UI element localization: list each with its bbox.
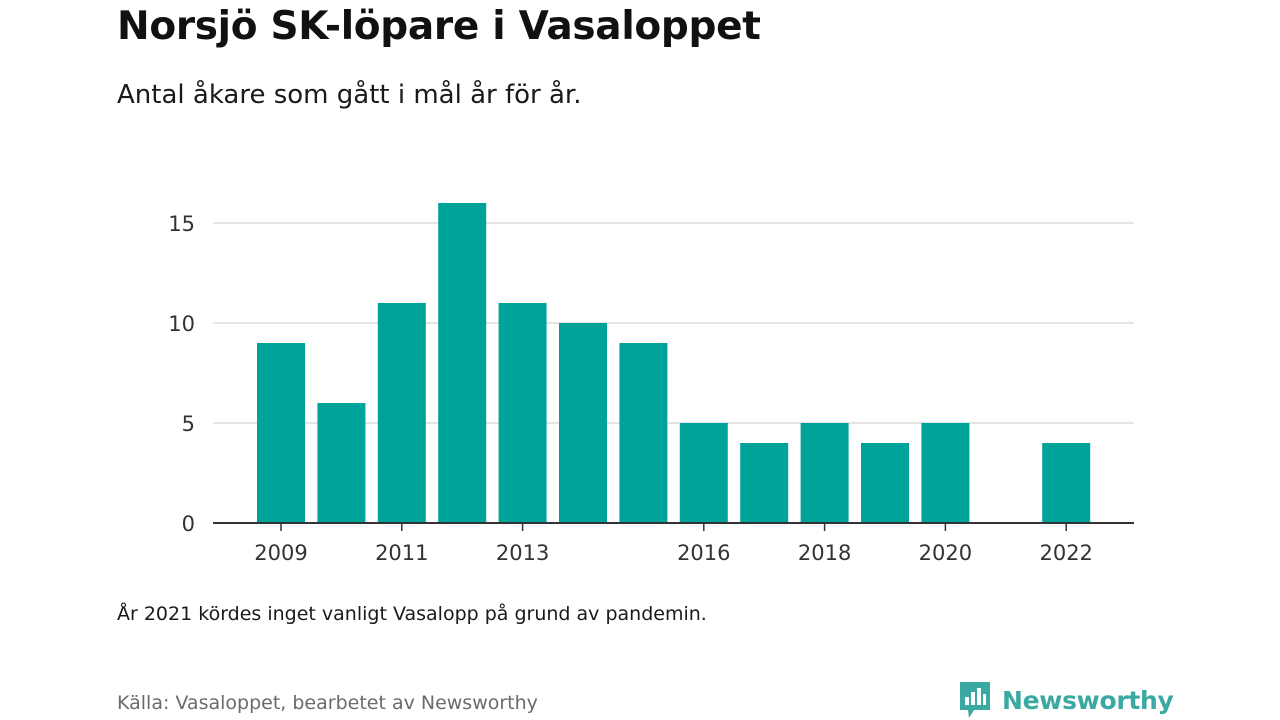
bar-2010 (317, 403, 366, 523)
newsworthy-logo-icon (960, 682, 990, 718)
brand-name: Newsworthy (1002, 685, 1174, 715)
bar-2013 (498, 303, 547, 523)
bar-2018 (800, 423, 849, 523)
bar-2009 (257, 343, 305, 523)
y-tick-label: 5 (182, 412, 195, 436)
footnote: År 2021 kördes inget vanligt Vasalopp på… (117, 603, 707, 625)
bar-2019 (861, 443, 909, 523)
x-tick-label: 2020 (919, 541, 972, 565)
bar-2022 (1042, 443, 1091, 523)
chart-subtitle: Antal åkare som gått i mål år för år. (117, 80, 582, 110)
bar-2017 (740, 443, 789, 523)
bar-2015 (619, 343, 668, 523)
bar-2020 (921, 423, 970, 523)
newsworthy-logo: Newsworthy (958, 680, 1174, 720)
y-tick-label: 15 (168, 212, 195, 236)
source-text: Källa: Vasaloppet, bearbetet av Newswort… (117, 692, 538, 714)
x-tick-label: 2011 (375, 541, 428, 565)
x-tick-label: 2009 (254, 541, 307, 565)
bars (257, 203, 1091, 523)
chart-title: Norsjö SK-löpare i Vasaloppet (117, 4, 761, 49)
y-tick-label: 0 (182, 512, 195, 536)
x-tick-label: 2022 (1039, 541, 1092, 565)
bar-2012 (438, 203, 487, 523)
bar-2014 (559, 323, 607, 523)
y-tick-label: 10 (168, 312, 195, 336)
x-tick-label: 2013 (496, 541, 549, 565)
bar-2011 (377, 303, 426, 523)
axes: 0 5 10 15 2009 2011 2013 2016 2018 2020 2022 (168, 212, 1134, 565)
bar-2016 (679, 423, 728, 523)
gridlines (213, 222, 1134, 424)
x-tick-label: 2018 (798, 541, 851, 565)
x-tick-label: 2016 (677, 541, 730, 565)
